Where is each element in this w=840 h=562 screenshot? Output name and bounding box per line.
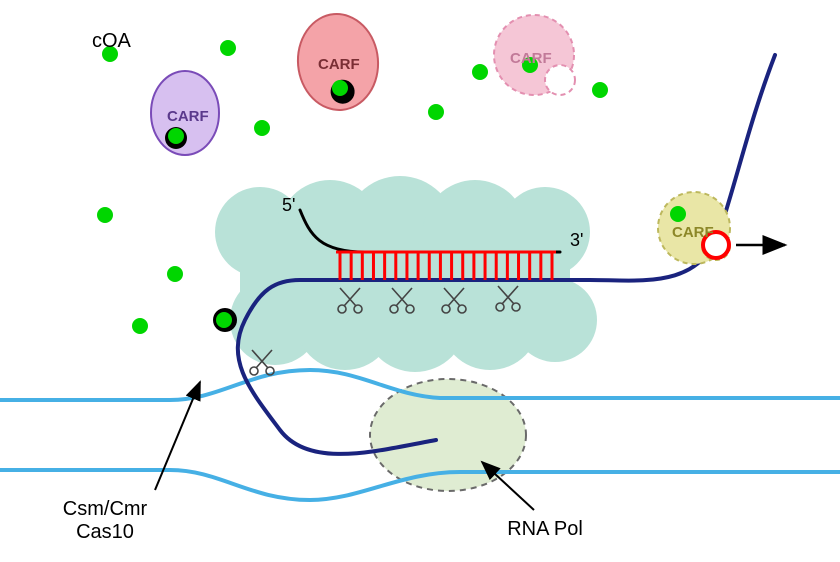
mrna-transcript — [238, 55, 775, 454]
crrna-basepairs — [336, 252, 556, 280]
scissors-icon — [338, 288, 362, 313]
coa-dot — [167, 266, 183, 282]
carf-red — [294, 11, 382, 114]
scissors-icon — [390, 288, 414, 313]
coa-dot — [428, 104, 444, 120]
coa-dots — [97, 40, 686, 334]
coa-dot — [472, 64, 488, 80]
coa-dot — [522, 57, 538, 73]
csm-cas10-label: Csm/Cmr Cas10 — [63, 498, 147, 544]
coa-dot — [216, 312, 232, 328]
diagram-stage: { "canvas": { "width": 840, "height": 56… — [0, 0, 840, 562]
carf-label-pink: CARF — [510, 50, 552, 67]
carf-layer — [151, 11, 730, 264]
rnapol-label: RNA Pol — [507, 518, 583, 541]
coa-dot — [168, 128, 184, 144]
coa-label: cOA — [92, 30, 131, 53]
three-prime-label: 3' — [570, 230, 583, 251]
coa-dot — [254, 120, 270, 136]
scissors-icon — [496, 286, 520, 311]
rna-polymerase — [370, 379, 526, 491]
carf-purple — [151, 71, 219, 155]
coa-dot — [132, 318, 148, 334]
cas-complex — [213, 176, 597, 372]
carf-olive — [658, 192, 730, 264]
diagram-svg — [0, 0, 840, 562]
carf-pink — [494, 15, 575, 95]
coa-dot — [592, 82, 608, 98]
scissors-icon — [250, 350, 274, 375]
crrna-backbone — [300, 210, 560, 252]
arrow-csm-cas10 — [155, 382, 200, 490]
carf-label-red: CARF — [318, 56, 360, 73]
dna-strand-top — [0, 370, 840, 400]
coa-dot — [332, 80, 348, 96]
arrow-rnapol — [482, 462, 534, 510]
coa-dot — [97, 207, 113, 223]
five-prime-label: 5' — [282, 195, 295, 216]
coa-dot — [670, 206, 686, 222]
dna-strand-bottom — [0, 470, 840, 500]
scissors-icon — [442, 288, 466, 313]
cut-site-ring — [703, 232, 729, 258]
carf-label-olive: CARF — [672, 224, 714, 241]
carf-label-purple: CARF — [167, 108, 209, 125]
coa-dot — [220, 40, 236, 56]
scissors-layer — [250, 286, 520, 375]
